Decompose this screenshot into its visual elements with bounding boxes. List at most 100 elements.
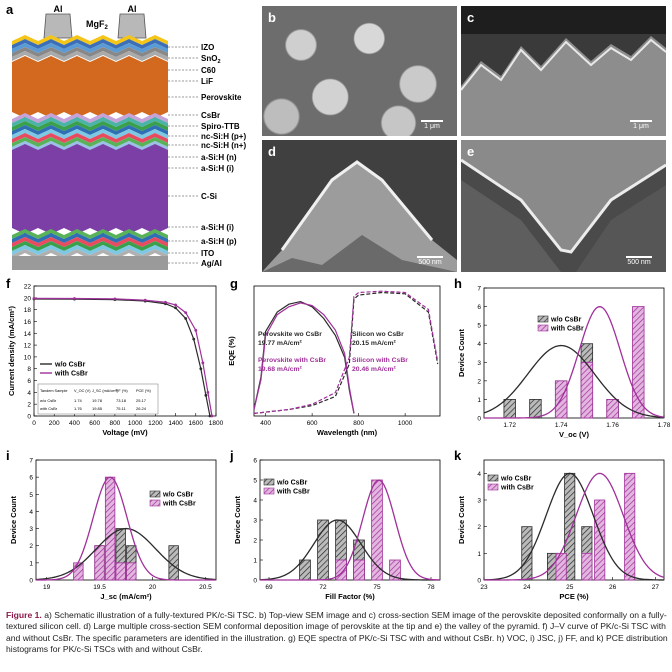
- scale-bar: 1 μm: [417, 120, 447, 130]
- x-axis-label: PCE (%): [559, 592, 589, 601]
- table-header: Tandem Sample: [40, 389, 67, 393]
- table-cell: 26.24: [136, 406, 147, 411]
- legend-label: w/o CsBr: [54, 362, 86, 369]
- x-tick-label: 1.78: [658, 422, 671, 429]
- mgf2-label: MgF2: [86, 19, 109, 31]
- y-tick-label: 1: [29, 560, 33, 567]
- legend-swatch: [537, 315, 549, 323]
- panel-label: h: [454, 276, 462, 291]
- y-axis-label: Device Count: [457, 329, 466, 377]
- table-cell: 1.76: [74, 406, 83, 411]
- layer-label: nc-Si:H (p+): [201, 132, 246, 141]
- plot-frame: [259, 459, 441, 581]
- y-axis-label: Device Count: [9, 496, 18, 544]
- histogram-bar: [94, 545, 105, 581]
- legend-label: with CsBr: [500, 485, 534, 492]
- y-tick-label: 5: [253, 478, 257, 485]
- y-tick-label: 2: [253, 538, 257, 545]
- x-tick-label: 1.72: [503, 422, 516, 429]
- fit-curve: [260, 479, 441, 581]
- y-tick-label: 10: [24, 354, 32, 361]
- panel-label: b: [268, 10, 276, 25]
- x-axis-label: J_sc (mA/cm²): [100, 592, 152, 601]
- y-axis-label: Device Count: [233, 496, 242, 544]
- panel-a: a Al Al MgF2 IZO SnO2 C60 LiF Perovskite CsBr…: [0, 0, 260, 280]
- layer-label: Ag/Al: [201, 259, 222, 268]
- caption-text: a) Schematic illustration of a fully-tex…: [6, 610, 668, 655]
- caption-label: Figure 1.: [6, 610, 42, 620]
- legend-label: with CsBr: [162, 501, 196, 508]
- layer-label: Spiro-TTB: [201, 122, 240, 131]
- y-tick-label: 5: [29, 492, 33, 499]
- layer-band: [12, 35, 168, 45]
- layer-band: [12, 51, 168, 61]
- y-tick-label: 4: [29, 509, 33, 516]
- y-tick-label: 1: [477, 397, 481, 404]
- layer-label: a-Si:H (i): [201, 223, 234, 232]
- layer-label: CsBr: [201, 111, 220, 120]
- layer-label: a-Si:H (n): [201, 153, 237, 162]
- legend-swatch: [487, 483, 499, 491]
- x-tick-label: 1000: [128, 420, 143, 427]
- legend-label: with CsBr: [550, 326, 584, 333]
- data-point: [164, 300, 167, 304]
- table-cell: 1.74: [74, 398, 83, 403]
- legend-swatch: [149, 499, 161, 507]
- data-point: [206, 390, 210, 394]
- histogram-bar: [529, 399, 542, 419]
- fit-curve: [35, 527, 217, 581]
- x-tick-label: 1000: [398, 420, 413, 427]
- y-tick-label: 1: [253, 558, 257, 565]
- curve-annotation: Silicon wo CsBr: [352, 331, 404, 338]
- data-point: [204, 393, 208, 397]
- histogram-bar: [580, 361, 594, 419]
- data-point: [73, 297, 76, 300]
- x-tick-label: 69: [265, 584, 273, 591]
- data-point: [192, 337, 196, 341]
- figure-caption: Figure 1. a) Schematic illustration of a…: [6, 610, 668, 656]
- legend-swatch: [263, 487, 275, 495]
- curve-annotation: Silicon with CsBr: [352, 357, 408, 364]
- x-tick-label: 1200: [148, 420, 163, 427]
- ff-histogram: j 69 72 75 78 0 1 2 3 4 5 6 Fill Factor (%) Device Co…: [229, 448, 441, 601]
- x-tick-label: 1.76: [606, 422, 619, 429]
- jv-curve-chart: f 0 200 400 600 800 1000 1200 1400 1600 1800 0 2 4 6 8 1…: [6, 276, 224, 437]
- fit-curve: [483, 472, 665, 581]
- x-tick-label: 20: [149, 584, 157, 591]
- x-tick-label: 1.74: [555, 422, 568, 429]
- x-axis-label: V_oc (V): [559, 430, 590, 439]
- data-point: [143, 298, 147, 302]
- layer-band: [12, 117, 168, 127]
- layer-band: [12, 129, 168, 139]
- scale-bar: 500 nm: [413, 256, 447, 266]
- legend-label: w/o CsBr: [500, 476, 532, 483]
- panel-label: f: [6, 276, 11, 291]
- curve-annotation: 19.77 mA/cm²: [258, 340, 303, 347]
- legend-swatch: [487, 474, 499, 482]
- data-point: [174, 303, 177, 307]
- curve-annotation: 20.15 mA/cm²: [352, 340, 397, 347]
- plot-frame: [33, 285, 217, 417]
- y-tick-label: 6: [29, 475, 33, 482]
- y-tick-label: 1: [477, 551, 481, 558]
- y-tick-label: 0: [27, 414, 31, 421]
- layer-label: C-Si: [201, 192, 217, 201]
- histogram-bar: [317, 519, 329, 581]
- layer-label: a-Si:H (p): [201, 237, 237, 246]
- data-point: [113, 297, 117, 301]
- table-cell: 73.18: [116, 398, 127, 403]
- plot-frame: [253, 285, 441, 417]
- subscript: 2: [217, 59, 220, 65]
- y-tick-label: 14: [24, 331, 32, 338]
- data-point: [208, 414, 212, 418]
- sem-image-pyramid-tip: d 500 nm: [262, 140, 457, 272]
- y-tick-label: 16: [24, 319, 32, 326]
- y-tick-label: 22: [24, 284, 32, 291]
- legend-label: w/o CsBr: [550, 317, 582, 324]
- data-point: [199, 367, 203, 371]
- x-tick-label: 400: [260, 420, 271, 427]
- panel-label: e: [467, 144, 475, 159]
- fit-curve: [483, 306, 665, 419]
- scale-bar: 500 nm: [622, 256, 656, 266]
- y-tick-label: 2: [29, 543, 33, 550]
